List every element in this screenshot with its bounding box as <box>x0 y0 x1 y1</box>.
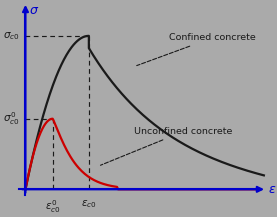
Text: ε: ε <box>268 183 275 196</box>
Text: $\sigma_{c0}^{0}$: $\sigma_{c0}^{0}$ <box>3 110 19 127</box>
Text: σ: σ <box>29 4 37 17</box>
Text: Unconfined concrete: Unconfined concrete <box>101 127 232 165</box>
Text: Confined concrete: Confined concrete <box>137 33 256 66</box>
Text: $\sigma_{c0}$: $\sigma_{c0}$ <box>3 30 19 42</box>
Text: $\varepsilon_{c0}$: $\varepsilon_{c0}$ <box>81 198 97 210</box>
Text: $\varepsilon_{c0}^0$: $\varepsilon_{c0}^0$ <box>45 198 60 215</box>
